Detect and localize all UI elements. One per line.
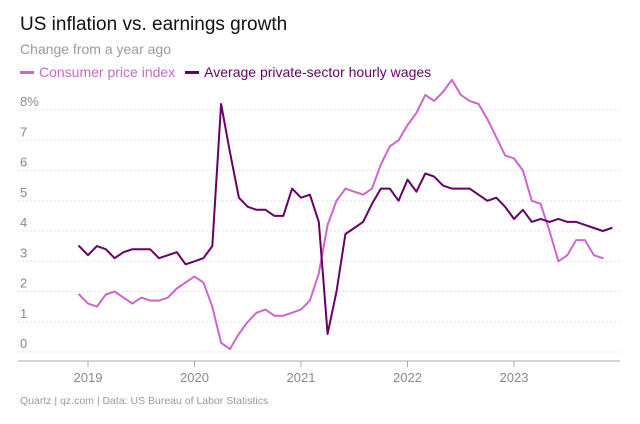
y-tick-label: 5 (20, 185, 27, 200)
legend-swatch-cpi (20, 70, 34, 74)
y-tick-label: 2 (20, 276, 27, 291)
x-axis-ticks: 2019 2020 2021 2022 2023 (74, 361, 529, 385)
y-tick-label: 6 (20, 155, 27, 170)
y-tick-label: 8% (20, 94, 39, 109)
legend-item-cpi: Consumer price index (20, 64, 175, 80)
y-tick-label: 4 (20, 215, 27, 230)
chart-subtitle: Change from a year ago (20, 41, 171, 57)
x-tick-label: 2020 (180, 370, 209, 385)
y-tick-label: 7 (20, 124, 27, 139)
wages-line (78, 103, 613, 335)
y-axis-ticks: 0 1 2 3 4 5 6 7 8% (20, 94, 39, 351)
x-tick-label: 2022 (393, 370, 422, 385)
y-tick-label: 3 (20, 245, 27, 260)
x-tick-label: 2019 (74, 370, 103, 385)
legend: Consumer price index Average private-sec… (20, 64, 441, 80)
legend-swatch-wages (185, 70, 200, 74)
chart-title: US inflation vs. earnings growth (20, 14, 288, 35)
y-tick-label: 1 (20, 306, 27, 321)
y-tick-label: 0 (20, 336, 27, 351)
x-tick-label: 2021 (287, 370, 316, 385)
cpi-line (78, 78, 604, 350)
gridlines (18, 109, 620, 362)
legend-label-cpi: Consumer price index (39, 64, 176, 80)
legend-item-wages: Average private-sector hourly wages (185, 64, 431, 80)
x-tick-label: 2023 (500, 370, 529, 385)
source-footer: Quartz | qz.com | Data: US Bureau of Lab… (20, 395, 269, 407)
series-lines (78, 78, 613, 350)
legend-label-wages: Average private-sector hourly wages (204, 64, 432, 80)
